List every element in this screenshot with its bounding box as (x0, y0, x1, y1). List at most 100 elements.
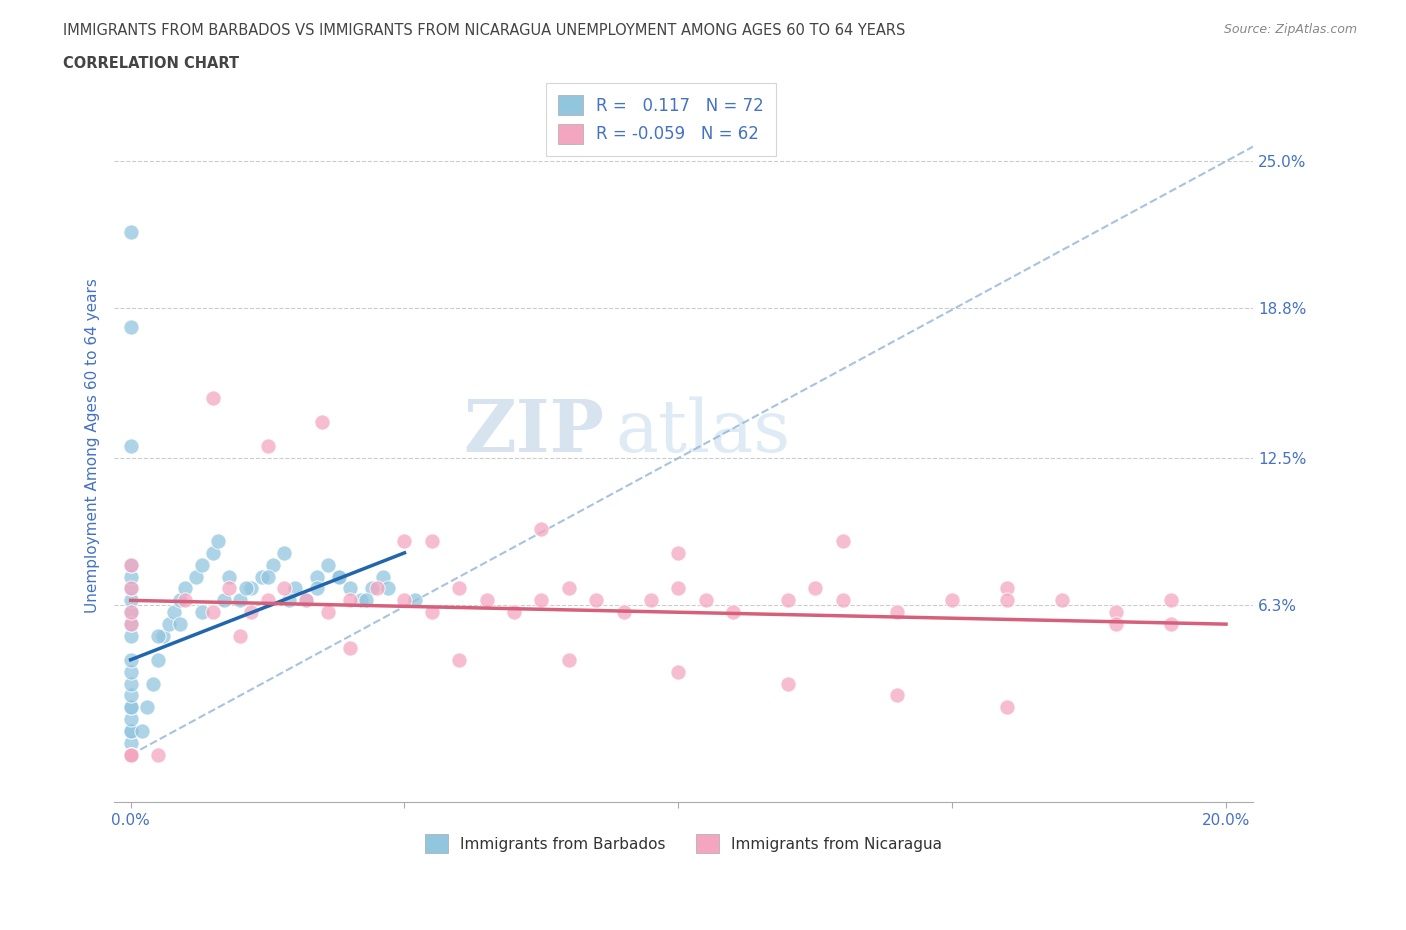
Point (120, 629, 142, 644)
Point (449, 581, 471, 596)
Point (278, 593, 301, 608)
Point (120, 581, 142, 596)
Point (120, 748, 142, 763)
Point (305, 581, 328, 596)
Point (420, 534, 443, 549)
Point (169, 593, 191, 608)
Point (262, 557, 284, 572)
Point (311, 415, 333, 430)
Point (1160, 617, 1182, 631)
Point (404, 593, 426, 608)
Point (366, 581, 388, 596)
Point (612, 604, 634, 619)
Point (191, 604, 214, 619)
Point (284, 581, 307, 596)
Point (120, 604, 142, 619)
Point (120, 617, 142, 631)
Text: CORRELATION CHART: CORRELATION CHART (63, 56, 239, 71)
Point (120, 664, 142, 679)
Point (120, 438, 142, 453)
Point (240, 604, 263, 619)
Point (886, 688, 908, 703)
Point (120, 700, 142, 715)
Point (191, 557, 214, 572)
Point (235, 581, 257, 596)
Text: atlas: atlas (616, 396, 790, 467)
Point (354, 593, 377, 608)
Legend: Immigrants from Barbados, Immigrants from Nicaragua: Immigrants from Barbados, Immigrants fro… (419, 828, 949, 859)
Point (721, 604, 744, 619)
Point (120, 724, 142, 738)
Point (174, 581, 197, 596)
Point (174, 593, 197, 608)
Point (120, 748, 142, 763)
Y-axis label: Unemployment Among Ages 60 to 64 years: Unemployment Among Ages 60 to 64 years (86, 278, 100, 613)
Point (666, 664, 689, 679)
Point (695, 593, 717, 608)
Point (146, 652, 169, 667)
Point (218, 569, 240, 584)
Point (804, 581, 827, 596)
Point (1105, 617, 1128, 631)
Point (558, 581, 581, 596)
Point (995, 581, 1018, 596)
Point (339, 641, 361, 656)
Point (995, 700, 1018, 715)
Point (776, 593, 799, 608)
Point (120, 569, 142, 584)
Point (256, 438, 278, 453)
Point (371, 569, 394, 584)
Point (360, 581, 382, 596)
Point (120, 748, 142, 763)
Point (941, 593, 963, 608)
Point (585, 593, 607, 608)
Point (256, 593, 278, 608)
Point (120, 604, 142, 619)
Point (394, 534, 416, 549)
Point (146, 748, 169, 763)
Point (120, 593, 142, 608)
Point (120, 748, 142, 763)
Point (420, 604, 443, 619)
Point (831, 534, 853, 549)
Point (831, 593, 853, 608)
Point (295, 593, 318, 608)
Point (157, 617, 180, 631)
Point (141, 676, 163, 691)
Point (120, 736, 142, 751)
Point (212, 593, 235, 608)
Point (328, 569, 350, 584)
Point (328, 569, 350, 584)
Point (152, 629, 174, 644)
Point (305, 569, 328, 584)
Point (229, 629, 252, 644)
Point (120, 676, 142, 691)
Point (776, 676, 799, 691)
Point (120, 748, 142, 763)
Point (1050, 593, 1073, 608)
Point (530, 522, 553, 537)
Point (120, 617, 142, 631)
Point (503, 604, 526, 619)
Point (886, 604, 908, 619)
Point (229, 593, 252, 608)
Point (169, 617, 191, 631)
Point (120, 748, 142, 763)
Point (377, 581, 399, 596)
Point (250, 569, 273, 584)
Point (120, 748, 142, 763)
Point (1160, 593, 1182, 608)
Text: ZIP: ZIP (463, 396, 605, 467)
Point (316, 604, 339, 619)
Point (120, 748, 142, 763)
Point (640, 593, 662, 608)
Point (201, 545, 224, 560)
Point (120, 748, 142, 763)
Point (666, 545, 689, 560)
Point (120, 224, 142, 239)
Point (558, 652, 581, 667)
Point (120, 581, 142, 596)
Point (120, 748, 142, 763)
Point (120, 724, 142, 738)
Point (120, 700, 142, 715)
